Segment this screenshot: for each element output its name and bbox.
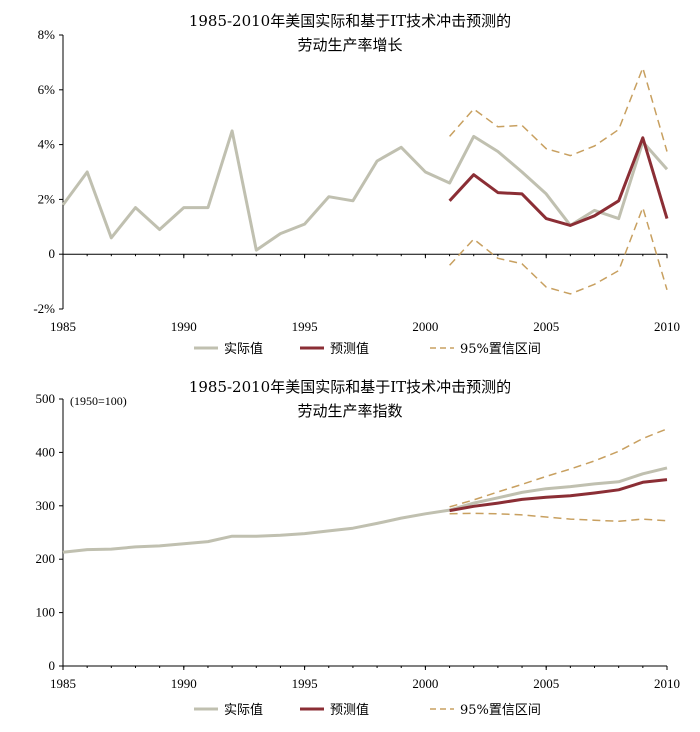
- x-tick-label: 2005: [533, 319, 559, 334]
- legend-label-ci: 95%置信区间: [460, 703, 541, 718]
- series-line-forecast: [448, 136, 669, 227]
- y-tick-label: 2%: [38, 191, 56, 206]
- series-line-forecast: [449, 478, 668, 513]
- x-tick-label: 2010: [654, 676, 680, 691]
- x-tick-label: 2005: [533, 676, 559, 691]
- y-tick-label: 0: [49, 658, 56, 673]
- y-tick-label: -2%: [33, 301, 55, 316]
- y-tick-label: 4%: [38, 137, 56, 152]
- chart-note: (1950=100): [70, 394, 127, 408]
- legend-label-actual: 实际值: [224, 341, 263, 357]
- legend-label-actual: 实际值: [224, 702, 263, 718]
- chart-title-line: 1985-2010年美国实际和基于IT技术冲击预测的: [189, 12, 511, 30]
- y-tick-label: 300: [36, 498, 56, 513]
- legend-label-forecast: 预测值: [330, 702, 369, 718]
- series-line-ci: [449, 512, 668, 523]
- x-tick-label: 1990: [171, 319, 197, 334]
- chart-title-line: 劳动生产率指数: [297, 402, 402, 420]
- y-tick-label: 500: [36, 391, 56, 406]
- x-tick-label: 1990: [171, 676, 197, 691]
- series-line-actual: [62, 466, 668, 554]
- y-tick-label: 200: [36, 551, 56, 566]
- chart-title-line: 劳动生产率增长: [297, 36, 402, 54]
- y-tick-label: 6%: [38, 82, 56, 97]
- x-tick-label: 2000: [412, 676, 438, 691]
- x-tick-label: 1995: [292, 319, 318, 334]
- chart-title-line: 1985-2010年美国实际和基于IT技术冲击预测的: [189, 378, 511, 396]
- series-line-ci: [449, 206, 668, 295]
- x-tick-label: 1995: [292, 676, 318, 691]
- x-tick-label: 2000: [412, 319, 438, 334]
- y-tick-label: 8%: [38, 27, 56, 42]
- legend-label-ci: 95%置信区间: [460, 342, 541, 357]
- x-tick-label: 1985: [50, 676, 76, 691]
- series-line-actual: [61, 129, 669, 252]
- y-tick-label: 0: [49, 246, 56, 261]
- legend-label-forecast: 预测值: [330, 341, 369, 357]
- series-line-ci: [449, 67, 668, 157]
- x-tick-label: 2010: [654, 319, 680, 334]
- x-tick-label: 1985: [50, 319, 76, 334]
- y-tick-label: 400: [36, 444, 56, 459]
- y-tick-label: 100: [36, 605, 56, 620]
